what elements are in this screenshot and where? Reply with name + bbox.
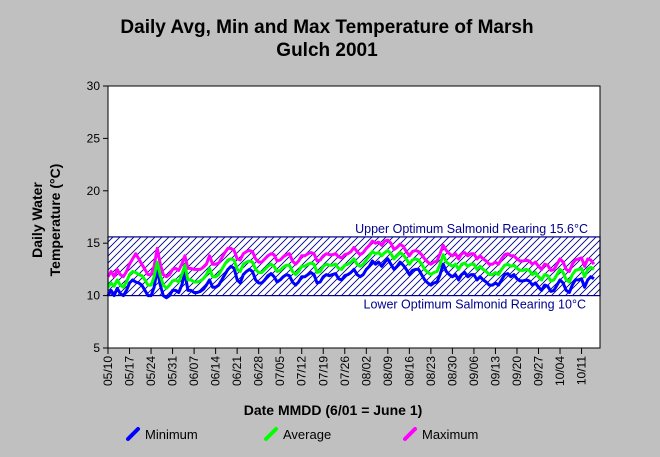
x-tick-label: 08/30 xyxy=(445,356,459,386)
chart-title-line2: Gulch 2001 xyxy=(276,40,378,61)
x-tick-label: 06/21 xyxy=(230,356,244,386)
x-tick-label: 09/13 xyxy=(488,356,502,386)
x-tick-label: 06/07 xyxy=(187,356,201,386)
x-tick-label: 07/05 xyxy=(273,356,287,386)
series-line-average xyxy=(106,249,595,290)
x-tick-label: 09/27 xyxy=(532,356,546,386)
y-tick-label: 25 xyxy=(87,131,101,145)
x-tick-label: 07/19 xyxy=(316,356,330,386)
x-tick-label: 06/14 xyxy=(209,356,223,386)
y-tick-label: 5 xyxy=(93,341,100,355)
legend: Minimum Average Maximum xyxy=(126,427,478,442)
x-tick-label: 09/20 xyxy=(510,356,524,386)
series-line-maximum xyxy=(106,238,596,279)
x-tick-label: 09/06 xyxy=(467,356,481,386)
series-line-minimum xyxy=(106,257,595,300)
legend-label-average: Average xyxy=(283,427,331,442)
x-tick-label: 07/26 xyxy=(338,356,352,386)
x-tick-label: 08/09 xyxy=(381,356,395,386)
y-axis-label-line1: Daily Water xyxy=(29,182,45,258)
x-tick-label: 10/04 xyxy=(553,356,567,386)
y-tick-label: 15 xyxy=(87,236,101,250)
y-tick-label: 10 xyxy=(87,289,101,303)
legend-label-maximum: Maximum xyxy=(422,427,478,442)
legend-swatch-maximum xyxy=(403,427,417,441)
legend-swatch-average xyxy=(264,427,278,441)
y-axis-label-line2: Temperature (°C) xyxy=(47,164,63,277)
x-tick-label: 05/24 xyxy=(144,356,158,386)
x-tick-label: 05/31 xyxy=(166,356,180,386)
x-tick-label: 06/28 xyxy=(252,356,266,386)
lower-band-label: Lower Optimum Salmonid Rearing 10°C xyxy=(364,298,586,312)
x-tick-label: 05/17 xyxy=(123,356,137,386)
x-axis-label: Date MMDD (6/01 = June 1) xyxy=(244,402,423,418)
legend-label-minimum: Minimum xyxy=(145,427,198,442)
x-tick-label: 08/16 xyxy=(402,356,416,386)
x-tick-label: 07/12 xyxy=(295,356,309,386)
x-tick-label: 08/23 xyxy=(424,356,438,386)
plot-background xyxy=(108,86,600,348)
chart-title: Daily Avg, Min and Max Temperature of Ma… xyxy=(120,17,533,38)
y-tick-label: 20 xyxy=(87,184,101,198)
upper-band-label: Upper Optimum Salmonid Rearing 15.6°C xyxy=(355,222,588,236)
y-tick-label: 30 xyxy=(87,79,101,93)
plot-border xyxy=(107,85,601,349)
x-tick-label: 05/10 xyxy=(101,356,115,386)
x-tick-label: 08/02 xyxy=(359,356,373,386)
plot-area: Upper Optimum Salmonid Rearing 15.6°C Low… xyxy=(87,79,601,386)
legend-swatch-minimum xyxy=(126,427,140,441)
x-tick-label: 10/11 xyxy=(575,356,589,385)
